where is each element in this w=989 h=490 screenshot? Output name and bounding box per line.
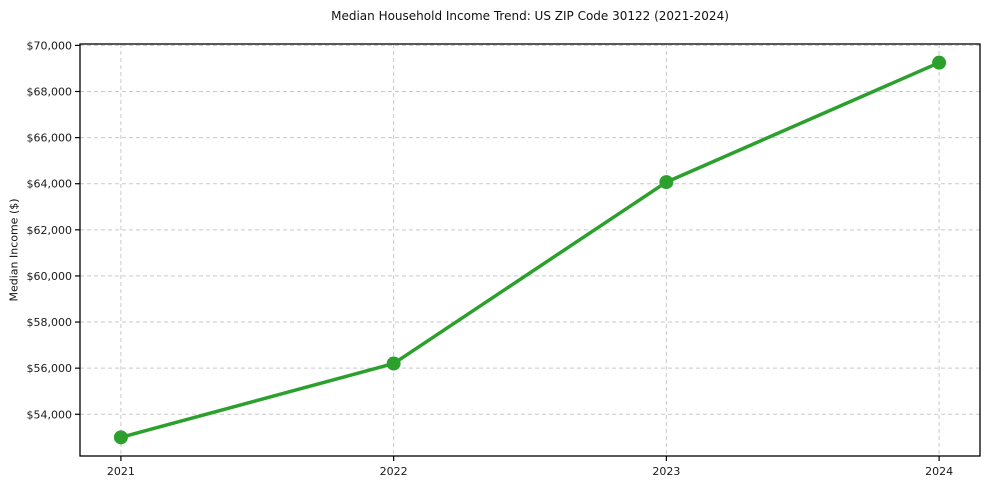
- y-tick-label: $64,000: [27, 178, 73, 191]
- data-point: [386, 356, 401, 371]
- x-tick-label: 2022: [380, 465, 408, 478]
- y-tick-label: $68,000: [27, 85, 73, 98]
- chart-title: Median Household Income Trend: US ZIP Co…: [331, 9, 729, 23]
- axes-border: [79, 43, 981, 457]
- data-point: [932, 55, 947, 70]
- x-tick-label: 2024: [925, 465, 953, 478]
- data-point: [659, 175, 674, 190]
- x-tick-label: 2021: [107, 465, 135, 478]
- y-tick-label: $58,000: [27, 316, 73, 329]
- data-point: [113, 430, 128, 445]
- x-tick-label: 2023: [652, 465, 680, 478]
- y-tick-label: $62,000: [27, 224, 73, 237]
- trend-line: [119, 60, 941, 440]
- y-tick-label: $66,000: [27, 132, 73, 145]
- y-tick-label: $60,000: [27, 270, 73, 283]
- y-tick-label: $56,000: [27, 362, 73, 375]
- y-tick-label: $70,000: [27, 39, 73, 52]
- y-tick-label: $54,000: [27, 408, 73, 421]
